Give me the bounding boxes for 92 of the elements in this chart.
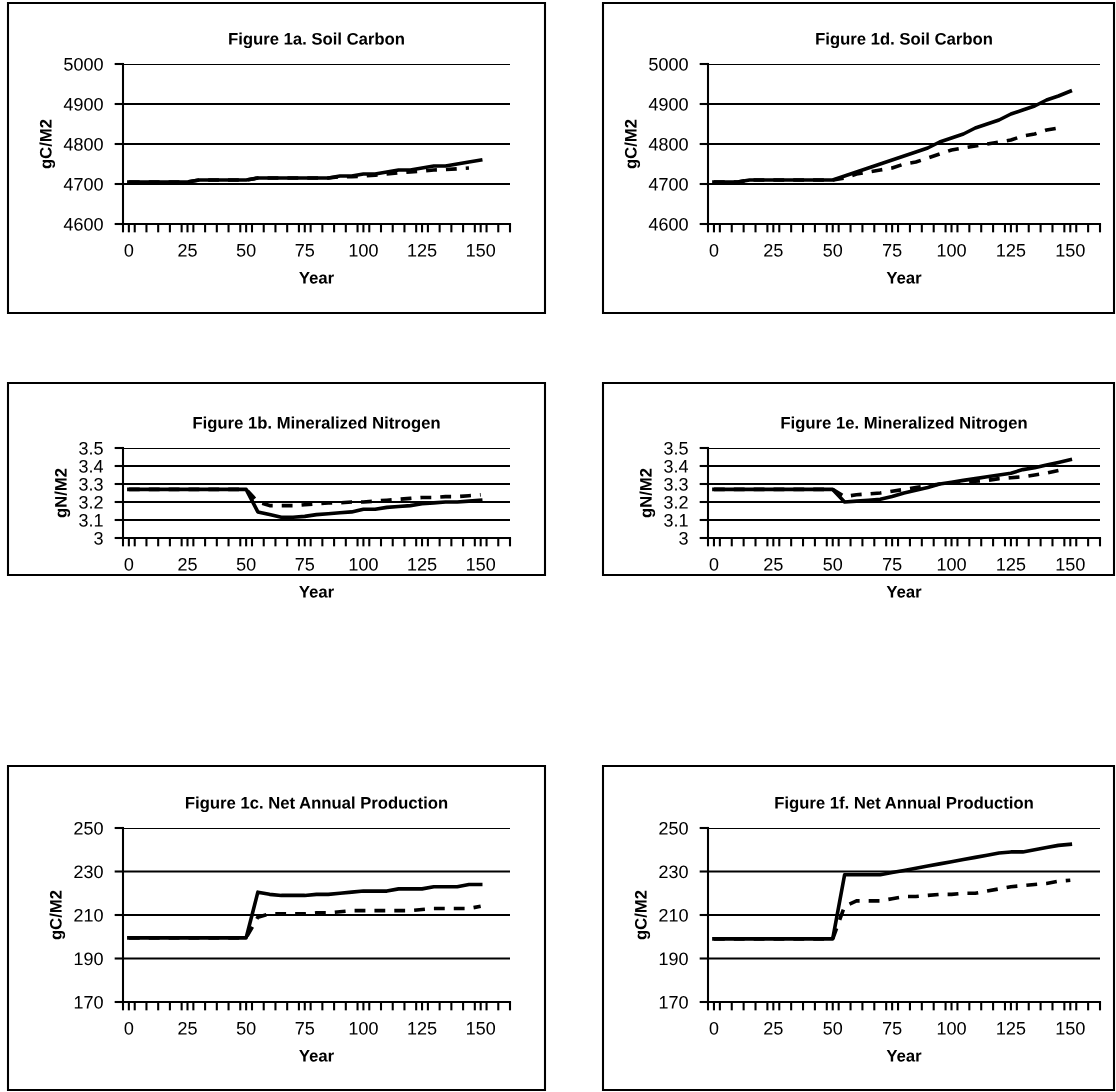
x-tick-label: 50 — [236, 243, 256, 257]
y-tick-label: 230 — [74, 865, 103, 879]
y-tick-label: 4800 — [63, 137, 103, 151]
y-tick-label: 3 — [94, 531, 103, 545]
x-tick-label: 150 — [1056, 1021, 1085, 1035]
x-tick-label: 25 — [764, 557, 783, 571]
chart-title: Figure 1c. Net Annual Production — [185, 796, 448, 813]
y-tick-label: 4600 — [648, 217, 688, 231]
y-tick-label: 3.3 — [664, 477, 688, 491]
x-tick-label: 0 — [124, 243, 134, 257]
y-tick-label: 3.2 — [664, 495, 688, 509]
y-axis-title: gC/M2 — [49, 890, 66, 940]
x-axis-title: Year — [886, 586, 922, 598]
y-tick-label: 4900 — [63, 97, 103, 111]
y-tick-label: 4700 — [63, 177, 103, 191]
y-axis-title: gC/M2 — [624, 119, 641, 169]
x-tick-label: 100 — [349, 557, 378, 571]
y-tick-label: 3.1 — [664, 513, 688, 527]
x-tick-label: 50 — [823, 243, 843, 257]
x-tick-label: 0 — [124, 1021, 134, 1035]
x-tick-label: 75 — [295, 244, 315, 257]
y-tick-label: 5000 — [64, 57, 103, 71]
x-tick-label: 75 — [883, 558, 902, 571]
x-tick-label: 0 — [709, 243, 719, 257]
x-tick-label: 25 — [178, 557, 197, 571]
y-tick-label: 210 — [74, 908, 103, 922]
x-tick-label: 100 — [937, 1021, 966, 1035]
x-tick-label: 75 — [295, 1022, 315, 1035]
y-tick-label: 250 — [659, 821, 688, 835]
x-tick-label: 25 — [178, 1021, 197, 1035]
y-tick-label: 190 — [74, 952, 103, 966]
x-axis-title: Year — [886, 272, 922, 284]
x-tick-label: 125 — [408, 243, 437, 257]
x-tick-label: 75 — [883, 1022, 902, 1035]
x-axis-title: Year — [299, 586, 334, 598]
x-tick-label: 125 — [997, 1021, 1026, 1035]
x-tick-label: 150 — [467, 1021, 496, 1035]
x-tick-label: 75 — [883, 244, 902, 257]
y-tick-label: 3.1 — [79, 513, 103, 527]
x-tick-label: 0 — [124, 557, 134, 571]
y-tick-label: 170 — [74, 995, 103, 1009]
x-tick-label: 0 — [709, 557, 719, 571]
chart-title: Figure 1b. Mineralized Nitrogen — [193, 416, 440, 433]
chart-title: Figure 1e. Mineralized Nitrogen — [781, 416, 1027, 433]
y-tick-label: 4700 — [648, 177, 688, 191]
y-tick-label: 5000 — [649, 57, 688, 71]
x-tick-label: 125 — [997, 557, 1026, 571]
y-tick-label: 4600 — [63, 217, 103, 231]
y-axis-title: gC/M2 — [634, 890, 651, 940]
x-tick-label: 75 — [295, 558, 315, 571]
x-axis-title: Year — [886, 1050, 922, 1062]
y-tick-label: 3.4 — [79, 459, 104, 473]
x-tick-label: 25 — [764, 243, 783, 257]
x-tick-label: 50 — [823, 1021, 843, 1035]
y-tick-label: 210 — [659, 908, 688, 922]
chart-title: Figure 1a. Soil Carbon — [229, 32, 404, 49]
x-tick-label: 50 — [236, 557, 256, 571]
x-axis-title: Year — [299, 272, 334, 284]
x-tick-label: 125 — [408, 557, 437, 571]
x-tick-label: 150 — [1056, 243, 1085, 257]
x-tick-label: 25 — [178, 243, 197, 257]
x-tick-label: 0 — [709, 1021, 719, 1035]
x-tick-label: 100 — [349, 243, 378, 257]
x-tick-label: 125 — [408, 1021, 437, 1035]
y-tick-label: 170 — [659, 995, 688, 1009]
y-tick-label: 3.2 — [79, 495, 103, 509]
y-axis-title: gN/M2 — [639, 468, 656, 518]
y-tick-label: 3.4 — [664, 459, 689, 473]
x-tick-label: 50 — [823, 557, 843, 571]
y-tick-label: 230 — [659, 865, 688, 879]
y-axis-title: gN/M2 — [54, 468, 71, 518]
x-tick-label: 150 — [1056, 557, 1085, 571]
x-tick-label: 150 — [467, 243, 496, 257]
x-tick-label: 100 — [937, 557, 966, 571]
y-tick-label: 3 — [679, 531, 688, 545]
x-tick-label: 25 — [764, 1021, 783, 1035]
chart-title: Figure 1d. Soil Carbon — [816, 32, 992, 49]
x-tick-label: 100 — [937, 243, 966, 257]
y-tick-label: 4800 — [648, 137, 688, 151]
y-tick-label: 3.3 — [79, 477, 103, 491]
y-axis-title: gC/M2 — [39, 119, 56, 169]
x-tick-label: 125 — [997, 243, 1026, 257]
y-tick-label: 3.5 — [664, 441, 688, 455]
x-tick-label: 100 — [349, 1021, 378, 1035]
y-tick-label: 250 — [74, 821, 103, 835]
y-tick-label: 190 — [659, 952, 688, 966]
x-tick-label: 50 — [236, 1021, 256, 1035]
chart-title: Figure 1f. Net Annual Production — [775, 796, 1033, 813]
y-tick-label: 4900 — [648, 97, 688, 111]
y-tick-label: 3.5 — [79, 441, 103, 455]
x-tick-label: 150 — [467, 557, 496, 571]
x-axis-title: Year — [299, 1050, 334, 1062]
